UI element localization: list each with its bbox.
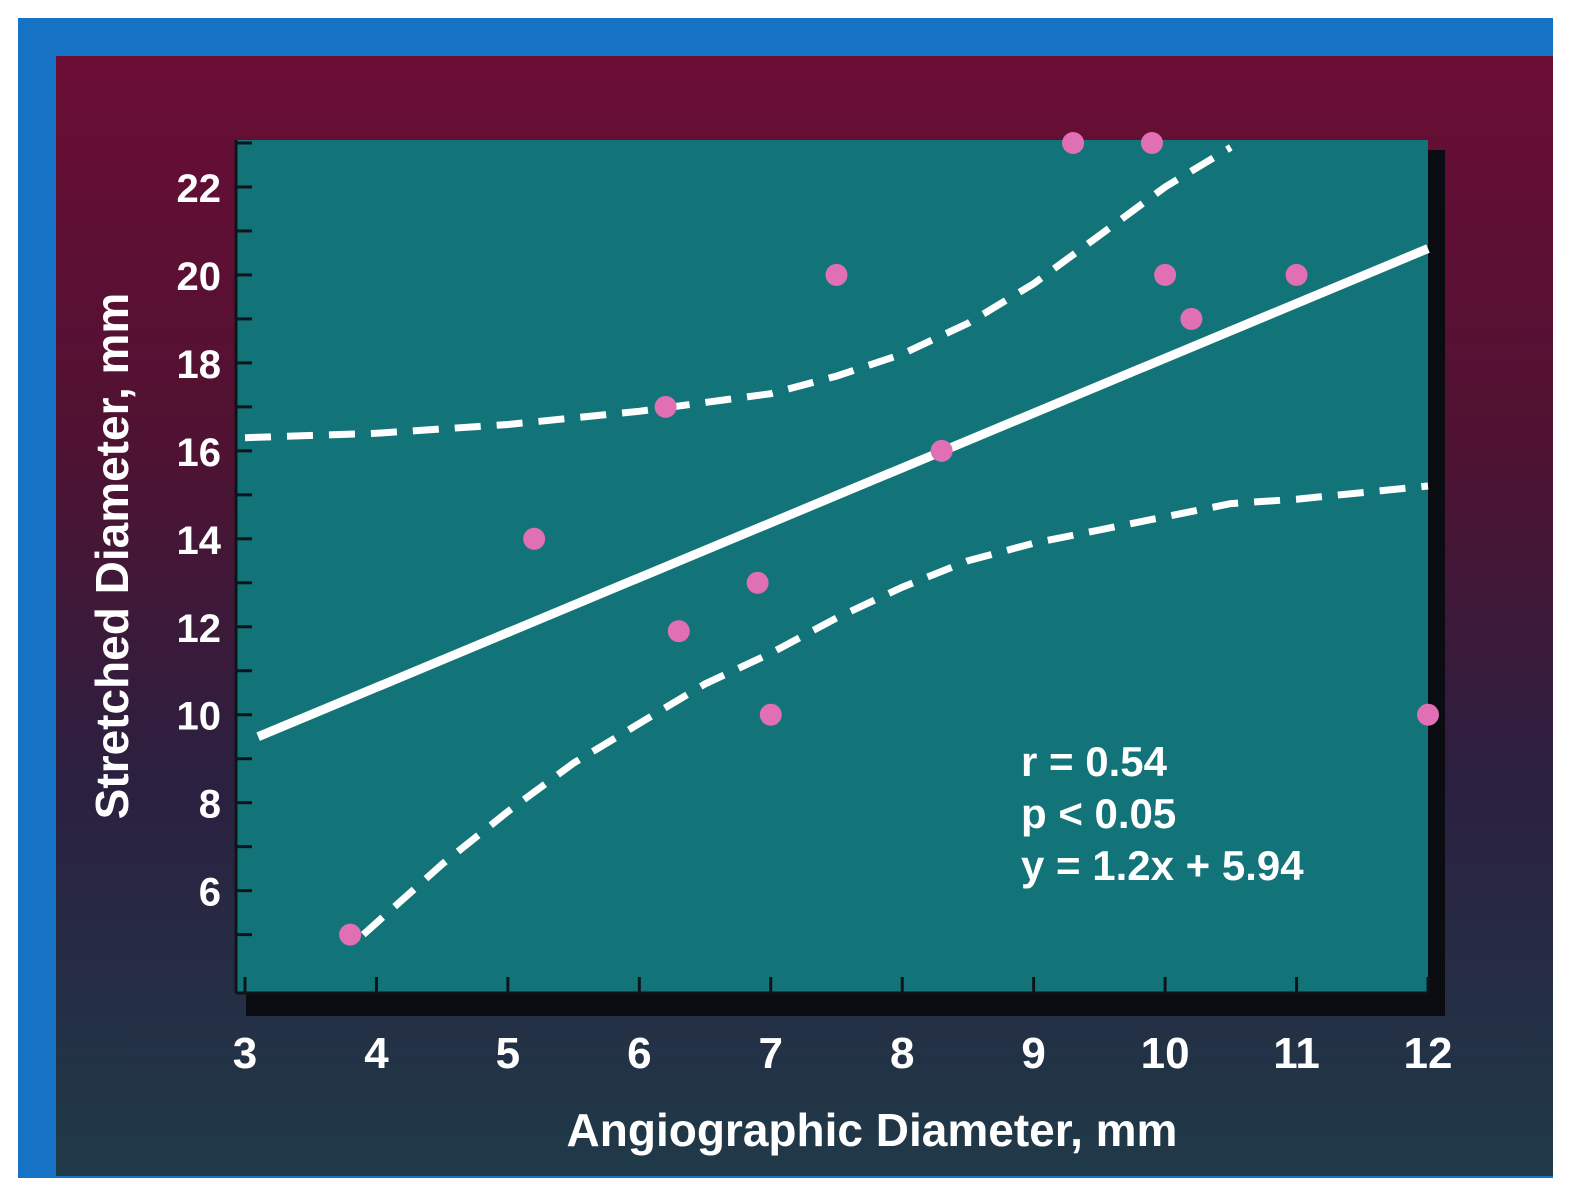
y-tick-label: 18 [177, 343, 222, 387]
slide-frame: 6 8 10 12 14 16 18 20 22 3 4 5 6 7 8 9 10 11 12 r = 0.54 p… [18, 18, 1553, 1178]
x-tick-label: 9 [1021, 1029, 1045, 1078]
data-point [1285, 263, 1308, 286]
data-point [1154, 263, 1177, 286]
stat-equation: y = 1.2x + 5.94 [1021, 842, 1304, 889]
data-point [1180, 307, 1203, 330]
upper-confidence-band [244, 144, 1233, 442]
data-point [1062, 132, 1085, 154]
stat-annotations: r = 0.54 p < 0.05 y = 1.2x + 5.94 [1021, 738, 1304, 889]
stat-r: r = 0.54 [1021, 738, 1168, 785]
y-tick-label: 22 [177, 167, 222, 211]
x-tick-label: 8 [890, 1029, 914, 1078]
y-tick-label: 14 [177, 519, 222, 563]
x-tick-label: 10 [1141, 1029, 1190, 1078]
y-tick-label: 8 [199, 783, 221, 827]
y-tick-label: 6 [199, 871, 221, 915]
data-point [1140, 132, 1163, 154]
x-tick-label: 3 [233, 1029, 257, 1078]
y-tick-label: 20 [177, 255, 222, 299]
data-point [746, 571, 769, 594]
slide-background: 6 8 10 12 14 16 18 20 22 3 4 5 6 7 8 9 10 11 12 r = 0.54 p… [56, 56, 1553, 1176]
data-point [339, 923, 362, 946]
lower-confidence-band [360, 482, 1429, 938]
data-point [1417, 703, 1439, 726]
regression-line [256, 244, 1430, 741]
scatter-chart: 6 8 10 12 14 16 18 20 22 3 4 5 6 7 8 9 10 11 12 r = 0.54 p… [86, 132, 1453, 1156]
data-point [759, 703, 782, 726]
y-tick-label: 10 [177, 695, 222, 739]
x-tick-label: 6 [627, 1029, 651, 1078]
x-tick-label: 12 [1404, 1029, 1453, 1078]
data-point [930, 439, 953, 462]
data-point [825, 263, 848, 286]
data-point [523, 527, 546, 550]
data-point [667, 620, 690, 643]
y-tick-label: 12 [177, 607, 222, 651]
x-axis-title: Angiographic Diameter, mm [567, 1104, 1178, 1156]
x-tick-label: 5 [496, 1029, 520, 1078]
x-tick-label: 7 [759, 1029, 783, 1078]
y-axis-title: Stretched Diameter, mm [86, 293, 138, 820]
y-tick-label: 16 [177, 431, 222, 475]
data-point [654, 395, 677, 418]
stat-p: p < 0.05 [1021, 790, 1176, 837]
x-tick-label: 4 [364, 1029, 389, 1078]
x-tick-label: 11 [1273, 1029, 1320, 1078]
